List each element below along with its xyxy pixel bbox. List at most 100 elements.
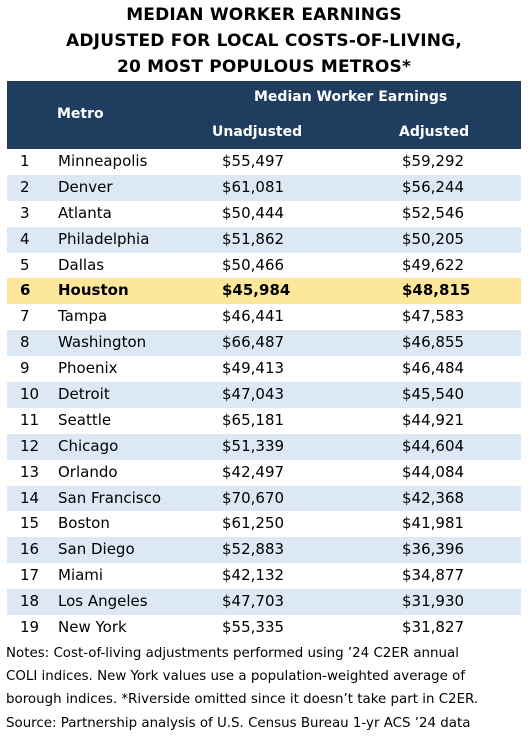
table-row: 14 San Francisco $70,670 $42,368 — [7, 485, 521, 512]
adjusted-cell: $46,484 — [402, 359, 465, 378]
table-row: 16 San Diego $52,883 $36,396 — [7, 537, 521, 564]
adjusted-cell: $46,855 — [402, 333, 465, 352]
rank-cell: 7 — [20, 307, 30, 326]
table-row: 13 Orlando $42,497 $44,084 — [7, 460, 521, 486]
adjusted-cell: $31,930 — [402, 592, 465, 611]
unadjusted-cell: $55,335 — [222, 618, 285, 637]
unadjusted-cell: $46,441 — [222, 307, 285, 326]
chart-title: MEDIAN WORKER EARNINGS ADJUSTED FOR LOCA… — [0, 2, 528, 80]
earnings-group-header: Median Worker Earnings — [254, 89, 448, 105]
metro-cell: Washington — [58, 333, 147, 352]
unadjusted-cell: $61,250 — [222, 514, 285, 533]
metro-column-header: Metro — [57, 106, 104, 122]
metro-cell: Seattle — [58, 410, 112, 429]
table-header: Metro Median Worker Earnings Unadjusted … — [7, 81, 521, 149]
unadjusted-cell: $47,703 — [222, 592, 285, 611]
adjusted-cell: $44,921 — [402, 410, 465, 429]
rank-cell: 14 — [20, 488, 40, 507]
adjusted-cell: $50,205 — [402, 229, 465, 248]
adjusted-cell: $47,583 — [402, 307, 465, 326]
unadjusted-cell: $42,132 — [222, 566, 285, 585]
metro-cell: New York — [58, 618, 127, 637]
notes-line: Source: Partnership analysis of U.S. Cen… — [6, 715, 471, 731]
unadjusted-cell: $47,043 — [222, 385, 285, 404]
metro-cell: Houston — [58, 281, 129, 300]
metro-cell: Philadelphia — [58, 229, 150, 248]
unadjusted-cell: $50,466 — [222, 255, 285, 274]
notes-line: borough indices. *Riverside omitted sinc… — [6, 692, 479, 708]
rank-cell: 12 — [20, 436, 40, 455]
table-row: 12 Chicago $51,339 $44,604 — [7, 433, 521, 460]
rank-cell: 16 — [20, 540, 40, 559]
adjusted-cell: $31,827 — [402, 618, 465, 637]
adjusted-cell: $44,084 — [402, 462, 465, 481]
unadjusted-column-header: Unadjusted — [212, 124, 303, 140]
metro-cell: San Diego — [58, 540, 135, 559]
unadjusted-cell: $70,670 — [222, 488, 285, 507]
adjusted-cell: $45,540 — [402, 385, 465, 404]
table-row: 3 Atlanta $50,444 $52,546 — [7, 201, 521, 227]
unadjusted-cell: $52,883 — [222, 540, 285, 559]
unadjusted-cell: $49,413 — [222, 359, 285, 378]
rank-cell: 17 — [20, 566, 40, 585]
rank-cell: 6 — [20, 281, 31, 300]
rank-cell: 8 — [20, 333, 30, 352]
metro-cell: Orlando — [58, 462, 118, 481]
table-row: 10 Detroit $47,043 $45,540 — [7, 382, 521, 408]
rank-cell: 19 — [20, 618, 40, 637]
notes-line: COLI indices. New York values use a popu… — [6, 669, 466, 685]
table-row: 18 Los Angeles $47,703 $31,930 — [7, 589, 521, 616]
adjusted-cell: $44,604 — [402, 436, 465, 455]
adjusted-cell: $49,622 — [402, 255, 465, 274]
adjusted-cell: $52,546 — [402, 203, 465, 222]
metro-cell: Tampa — [58, 307, 108, 326]
adjusted-cell: $36,396 — [402, 540, 465, 559]
rank-cell: 4 — [20, 229, 30, 248]
metro-cell: Atlanta — [58, 203, 112, 222]
unadjusted-cell: $51,339 — [222, 436, 285, 455]
adjusted-cell: $42,368 — [402, 488, 465, 507]
adjusted-column-header: Adjusted — [399, 124, 470, 140]
metro-cell: Detroit — [58, 385, 110, 404]
rank-cell: 18 — [20, 592, 40, 611]
rank-cell: 3 — [20, 203, 30, 222]
title-line: ADJUSTED FOR LOCAL COSTS-OF-LIVING, — [66, 31, 462, 51]
metro-cell: Phoenix — [58, 359, 118, 378]
rank-cell: 11 — [20, 410, 40, 429]
table-row: 15 Boston $61,250 $41,981 — [7, 511, 521, 537]
unadjusted-cell: $50,444 — [222, 203, 285, 222]
unadjusted-cell: $61,081 — [222, 177, 285, 196]
rank-cell: 10 — [20, 385, 40, 404]
earnings-table: Metro Median Worker Earnings Unadjusted … — [7, 81, 521, 641]
unadjusted-cell: $55,497 — [222, 152, 285, 170]
unadjusted-cell: $66,487 — [222, 333, 285, 352]
table-row: 11 Seattle $65,181 $44,921 — [7, 408, 521, 434]
metro-cell: Minneapolis — [58, 152, 148, 170]
metro-cell: Dallas — [58, 255, 105, 274]
table-row: 9 Phoenix $49,413 $46,484 — [7, 356, 521, 382]
table-row: 6 Houston $45,984 $48,815 — [7, 278, 521, 305]
unadjusted-cell: $65,181 — [222, 410, 285, 429]
metro-cell: Los Angeles — [58, 592, 148, 611]
unadjusted-cell: $45,984 — [222, 281, 291, 300]
metro-cell: San Francisco — [58, 488, 162, 507]
metro-cell: Chicago — [58, 436, 119, 455]
adjusted-cell: $56,244 — [402, 177, 465, 196]
adjusted-cell: $34,877 — [402, 566, 465, 585]
rank-cell: 1 — [20, 152, 30, 170]
metro-cell: Boston — [58, 514, 110, 533]
table-row: 8 Washington $66,487 $46,855 — [7, 330, 521, 357]
table-row: 5 Dallas $50,466 $49,622 — [7, 253, 521, 279]
title-line: MEDIAN WORKER EARNINGS — [126, 5, 402, 25]
rank-cell: 5 — [20, 255, 30, 274]
rank-cell: 9 — [20, 359, 30, 378]
notes: Notes: Cost-of-living adjustments perfor… — [6, 642, 526, 735]
notes-line: Notes: Cost-of-living adjustments perfor… — [6, 646, 459, 661]
table-row: 17 Miami $42,132 $34,877 — [7, 563, 521, 589]
metro-cell: Miami — [58, 566, 104, 585]
adjusted-cell: $48,815 — [402, 281, 471, 300]
table-body: 1 Minneapolis $55,497 $59,292 2 Denver $61,081… — [7, 149, 521, 641]
adjusted-cell: $41,981 — [402, 514, 465, 533]
title-line: 20 MOST POPULOUS METROS* — [116, 57, 412, 77]
rank-cell: 2 — [20, 177, 30, 196]
